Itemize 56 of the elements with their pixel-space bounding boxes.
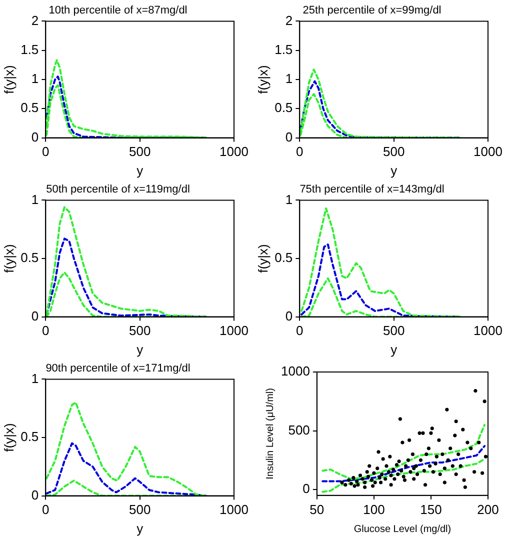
x-tick-label: 1000 [220, 144, 248, 160]
x-tick-label: 500 [128, 323, 151, 338]
y-tick-label: 0 [285, 308, 293, 324]
x-tick-label: 500 [128, 144, 151, 160]
y-tick-label: 1.5 [274, 42, 293, 57]
x-tick-label: 1000 [220, 323, 248, 338]
y-tick-label: 1.5 [20, 42, 39, 57]
chart-title: 25th percentile of x=99mg/dl [302, 4, 442, 17]
x-tick-label: 150 [420, 502, 442, 517]
y-tick-label: 0 [31, 129, 39, 144]
x-tick-label: 50 [310, 502, 324, 517]
y-tick-label: 1 [285, 71, 293, 86]
y-tick-label: 0.5 [274, 250, 293, 266]
chart-title: 90th percentile of x=171mg/dl [46, 362, 190, 375]
x-tick-label: 200 [477, 502, 499, 517]
y-axis-title: f(y|x) [1, 244, 16, 273]
y-tick-label: 0.5 [20, 100, 39, 116]
y-tick-label: 2 [31, 12, 39, 28]
y-axis-title: f(y|x) [255, 65, 270, 94]
x-tick-label: 1000 [220, 502, 248, 518]
y-axis-title: Insulin Level (μU/ml) [264, 388, 276, 480]
x-tick-label: 0 [42, 502, 50, 518]
x-axis-title: y [136, 342, 144, 357]
y-axis-title: f(y|x) [255, 244, 270, 273]
y-tick-label: 0 [285, 129, 293, 144]
y-tick-label: 1 [285, 192, 293, 207]
x-axis-title: Glucose Level (mg/dl) [354, 524, 452, 535]
chart-title: 75th percentile of x=143mg/dl [300, 184, 444, 196]
y-tick-label: 1 [31, 370, 39, 386]
x-tick-label: 1000 [474, 323, 502, 338]
y-axis-title: f(y|x) [1, 65, 16, 94]
y-tick-label: 1000 [281, 364, 310, 379]
y-tick-label: 2 [285, 12, 293, 28]
x-tick-label: 100 [363, 502, 385, 517]
y-tick-label: 1 [31, 71, 39, 86]
y-tick-label: 0.5 [20, 250, 39, 266]
y-tick-label: 0.5 [274, 100, 293, 116]
x-axis-title: y [136, 162, 144, 178]
x-tick-label: 500 [128, 502, 151, 518]
x-axis-title: y [136, 520, 144, 536]
y-tick-label: 500 [288, 422, 310, 438]
y-axis-title: f(y|x) [1, 423, 16, 452]
y-tick-label: 0 [302, 481, 310, 496]
x-tick-label: 0 [42, 323, 50, 338]
chart-title: 50th percentile of x=119mg/dl [46, 184, 190, 196]
x-axis-title: y [390, 162, 398, 178]
x-axis-title: y [390, 342, 398, 357]
y-tick-label: 1 [31, 192, 39, 207]
chart-title: 10th percentile of x=87mg/dl [48, 4, 188, 17]
x-tick-label: 500 [382, 323, 405, 338]
x-tick-label: 1000 [474, 144, 502, 160]
x-tick-label: 500 [382, 144, 405, 160]
y-tick-label: 0.5 [20, 429, 39, 444]
x-tick-label: 0 [42, 144, 50, 160]
y-tick-label: 0 [31, 487, 39, 502]
y-tick-label: 0 [31, 308, 39, 324]
